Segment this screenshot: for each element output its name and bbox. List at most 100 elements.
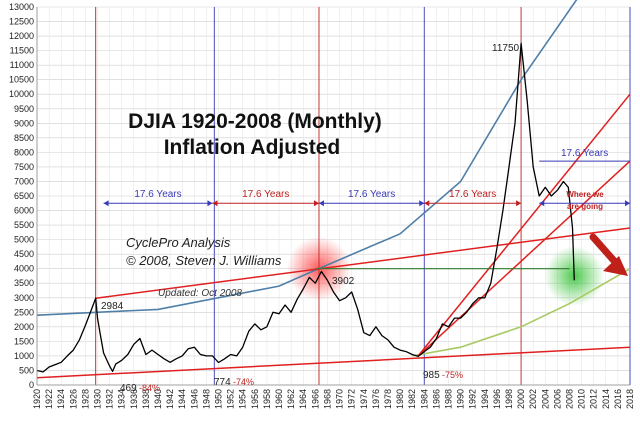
y-tick-label: 13000 bbox=[9, 2, 34, 12]
series bbox=[36, 42, 575, 373]
y-tick-label: 7500 bbox=[14, 162, 34, 172]
cycle-label: 17.6 Years bbox=[449, 189, 496, 200]
peak-1929-label: 2984 bbox=[101, 301, 124, 312]
cycle-lines bbox=[95, 7, 631, 385]
y-tick-label: 12000 bbox=[9, 31, 34, 41]
cycle-label: 17.6 Years bbox=[561, 148, 608, 159]
x-tick-label: 1952 bbox=[226, 389, 236, 409]
djia-series-line bbox=[36, 42, 575, 373]
x-tick-label: 1958 bbox=[262, 389, 272, 409]
x-tick-label: 1942 bbox=[165, 389, 175, 409]
x-tick-label: 2008 bbox=[564, 389, 574, 409]
low-1982-pct: -75% bbox=[442, 370, 463, 380]
x-tick-label: 1938 bbox=[141, 389, 151, 409]
cycle-arrow-head-right bbox=[516, 200, 522, 207]
cycle-arrow-head-right bbox=[313, 200, 319, 207]
low-1932-label: 469 bbox=[120, 383, 137, 394]
cycle-arrow-head-left bbox=[318, 200, 324, 207]
x-tick-label: 1986 bbox=[431, 389, 441, 409]
x-tick-label: 1972 bbox=[347, 389, 357, 409]
x-tick-label: 1950 bbox=[214, 389, 224, 409]
are-going-label: are going bbox=[567, 202, 603, 211]
where-we-label: Where we bbox=[566, 190, 604, 199]
green-exponential-curve bbox=[412, 268, 631, 357]
y-tick-label: 4500 bbox=[14, 249, 34, 259]
x-tick-label: 1928 bbox=[80, 389, 90, 409]
updated-label: Updated: Oct 2008 bbox=[158, 288, 242, 299]
y-tick-label: 2000 bbox=[14, 322, 34, 332]
chart-subtitle: Inflation Adjusted bbox=[164, 136, 341, 159]
x-tick-label: 1978 bbox=[383, 389, 393, 409]
blue-exponential-curve bbox=[36, 0, 578, 316]
y-tick-label: 12500 bbox=[9, 17, 34, 27]
x-tick-label: 1922 bbox=[44, 389, 54, 409]
low-1949-pct: -74% bbox=[233, 377, 254, 387]
y-tick-label: 10000 bbox=[9, 89, 34, 99]
x-tick-label: 1982 bbox=[407, 389, 417, 409]
cycle-arrow-head-right bbox=[207, 200, 213, 207]
x-tick-label: 1954 bbox=[238, 389, 248, 409]
x-tick-label: 2014 bbox=[601, 389, 611, 409]
x-tick-label: 1970 bbox=[335, 389, 345, 409]
credit-line-2: © 2008, Steven J. Williams bbox=[126, 253, 282, 268]
x-tick-label: 1934 bbox=[117, 389, 127, 409]
x-tick-label: 1974 bbox=[359, 389, 369, 409]
x-tick-label: 1956 bbox=[250, 389, 260, 409]
x-tick-label: 1930 bbox=[93, 389, 103, 409]
x-tick-label: 1966 bbox=[310, 389, 320, 409]
low-1982-label: 985 bbox=[423, 370, 440, 381]
x-tick-label: 1940 bbox=[153, 389, 163, 409]
cycle-label: 17.6 Years bbox=[348, 189, 395, 200]
x-tick-label: 1980 bbox=[395, 389, 405, 409]
y-tick-label: 1500 bbox=[14, 336, 34, 346]
x-tick-label: 2002 bbox=[528, 389, 538, 409]
y-tick-label: 8500 bbox=[14, 133, 34, 143]
x-tick-label: 2012 bbox=[589, 389, 599, 409]
down-arrow bbox=[589, 233, 628, 276]
y-tick-label: 0 bbox=[29, 380, 34, 390]
y-tick-label: 5000 bbox=[14, 235, 34, 245]
x-tick-label: 1944 bbox=[177, 389, 187, 409]
y-tick-label: 9000 bbox=[14, 118, 34, 128]
x-tick-label: 1990 bbox=[456, 389, 466, 409]
cycle-arrow-head-right bbox=[419, 200, 425, 207]
y-tick-label: 3500 bbox=[14, 278, 34, 288]
x-tick-label: 2000 bbox=[516, 389, 526, 409]
reference-curves bbox=[36, 0, 631, 379]
chart-title: DJIA 1920-2008 (Monthly) bbox=[128, 110, 382, 133]
y-tick-label: 3000 bbox=[14, 293, 34, 303]
low-1949-label: 774 bbox=[214, 377, 231, 388]
cycle-label: 17.6 Years bbox=[134, 189, 181, 200]
x-tick-label: 1964 bbox=[298, 389, 308, 409]
peak-2000-label: 11750 bbox=[492, 43, 520, 54]
red-upper-trendline bbox=[95, 227, 631, 299]
x-tick-label: 2010 bbox=[577, 389, 587, 409]
x-tick-label: 1994 bbox=[480, 389, 490, 409]
axes: 0 500 1000 1500 2000 2500 3000 3500 4000 4500 5000… bbox=[9, 2, 635, 409]
x-tick-label: 2006 bbox=[552, 389, 562, 409]
y-tick-label: 6500 bbox=[14, 191, 34, 201]
y-tick-label: 7000 bbox=[14, 176, 34, 186]
x-tick-label: 1936 bbox=[129, 389, 139, 409]
cycle-arrow-head-left bbox=[103, 200, 109, 207]
y-tick-label: 500 bbox=[19, 365, 34, 375]
y-tick-label: 11500 bbox=[10, 46, 34, 56]
x-tick-label: 1998 bbox=[504, 389, 514, 409]
cycle-label: 17.6 Years bbox=[242, 189, 289, 200]
down-arrow-shaft bbox=[589, 233, 620, 267]
y-tick-label: 11000 bbox=[10, 60, 34, 70]
peak-1966-label: 3902 bbox=[332, 276, 355, 287]
x-tick-label: 2018 bbox=[625, 389, 635, 409]
credit-line-1: CyclePro Analysis bbox=[126, 235, 231, 250]
cycle-arrow-head-left bbox=[424, 200, 430, 207]
y-tick-label: 9500 bbox=[14, 104, 34, 114]
x-tick-label: 1960 bbox=[274, 389, 284, 409]
cycle-arrow-head-left bbox=[539, 200, 545, 207]
y-tick-label: 4000 bbox=[14, 264, 34, 274]
x-tick-label: 1924 bbox=[56, 389, 66, 409]
y-tick-label: 1000 bbox=[14, 351, 34, 361]
red-trendline-2 bbox=[417, 160, 631, 357]
x-tick-label: 1984 bbox=[419, 389, 429, 409]
cycle-arrows: 17.6 Years 17.6 Years 17.6 Years 17.6 Years… bbox=[103, 148, 630, 207]
